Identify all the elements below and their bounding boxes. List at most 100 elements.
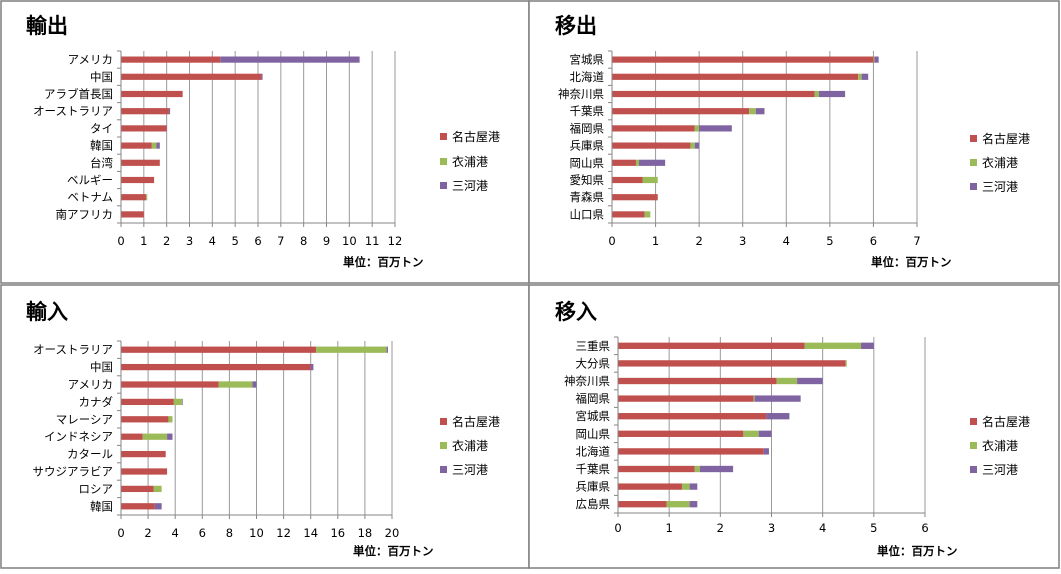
bar-segment-kinuura: [804, 342, 862, 349]
x-tick-label: 3: [186, 234, 193, 248]
x-tick-label: 0: [117, 234, 124, 248]
category-label: 北海道: [570, 70, 605, 84]
chart-panel-export: 輸出 アメリカ中国アラブ首長国オーストラリアタイ韓国台湾ベルギーベトナム南アフリ…: [26, 14, 500, 269]
bar-segment-mikawa: [797, 377, 823, 385]
x-tick-label: 1: [652, 234, 659, 248]
x-tick-label: 14: [303, 526, 318, 540]
bar-segment-nagoya: [618, 430, 744, 437]
x-tick-label: 4: [819, 521, 826, 535]
x-tick-label: 10: [249, 526, 264, 540]
category-label: アメリカ: [68, 378, 113, 392]
bar-segment-nagoya: [612, 108, 750, 115]
bar-segment-nagoya: [612, 211, 645, 218]
legend-swatch-nagoya: [970, 418, 977, 425]
bar-segment-mikawa: [252, 381, 257, 388]
chart-title: 輸入: [26, 300, 68, 324]
bar-segment-mikawa: [689, 483, 698, 490]
bar-segment-kinuura: [173, 398, 182, 406]
legend-swatch-kinuura: [440, 442, 447, 449]
x-tick-label: 4: [209, 234, 216, 248]
legend-label-nagoya: 名古屋港: [982, 131, 1030, 146]
bar-segment-nagoya: [121, 485, 154, 493]
legend-label-kinuura: 衣浦港: [452, 438, 488, 453]
bar-segment-kinuura: [873, 56, 875, 63]
x-tick-label: 12: [276, 526, 291, 540]
bar-segment-mikawa: [755, 108, 765, 115]
x-tick-label: 1: [666, 521, 673, 535]
bar-segment-kinuura: [814, 90, 819, 98]
bar-segment-nagoya: [121, 363, 311, 371]
bar-segment-kinuura: [753, 395, 755, 402]
x-tick-label: 11: [365, 234, 380, 248]
bar-segment-nagoya: [121, 398, 174, 406]
x-tick-label: 16: [330, 526, 345, 540]
bar-segment-kinuura: [776, 377, 798, 385]
x-tick-label: 9: [323, 234, 330, 248]
x-tick-label: 7: [277, 234, 284, 248]
bar-segment-nagoya: [121, 108, 169, 115]
bar-segment-nagoya: [618, 342, 805, 349]
panel-frame-export: [0, 0, 530, 284]
bar-segment-nagoya: [618, 448, 764, 455]
x-tick-label: 2: [144, 526, 151, 540]
category-label: 韓国: [90, 139, 113, 153]
x-tick-label: 6: [199, 526, 206, 540]
bar-segment-kinuura: [168, 416, 173, 423]
bar-segment-mikawa: [699, 465, 734, 473]
bar-segment-mikawa: [154, 503, 162, 510]
bar-segment-nagoya: [121, 159, 160, 166]
bar-segment-kinuura: [146, 194, 148, 201]
bar-segment-nagoya: [121, 433, 143, 440]
bar-segment-kinuura: [316, 346, 387, 353]
category-label: 北海道: [576, 444, 611, 458]
category-label: オーストラリア: [33, 104, 113, 118]
bar-segment-mikawa: [874, 56, 879, 63]
bar-segment-mikawa: [754, 395, 801, 402]
bar-segment-nagoya: [612, 159, 636, 166]
x-tick-label: 20: [385, 526, 400, 540]
x-tick-label: 4: [172, 526, 179, 540]
bar-segment-mikawa: [156, 142, 160, 149]
category-label: 宮城県: [576, 409, 611, 423]
bar-segment-nagoya: [618, 465, 695, 473]
bar-segment-kinuura: [749, 108, 756, 115]
x-tick-label: 7: [913, 234, 920, 248]
chart-title: 輸出: [26, 14, 68, 38]
x-tick-label: 5: [826, 234, 833, 248]
legend-swatch-kinuura: [440, 158, 447, 165]
x-tick-label: 3: [768, 521, 775, 535]
bar-segment-mikawa: [699, 125, 732, 132]
bar-segment-mikawa: [386, 346, 388, 353]
category-label: 青森県: [570, 190, 605, 204]
legend: 名古屋港 衣浦港 三河港: [970, 414, 1030, 477]
legend: 名古屋港 衣浦港 三河港: [440, 129, 500, 193]
bar-segment-nagoya: [612, 142, 691, 149]
category-label: 宮城県: [570, 53, 605, 67]
legend-swatch-mikawa: [970, 466, 977, 473]
bar-segment-nagoya: [121, 125, 167, 132]
legend-swatch-mikawa: [440, 182, 447, 189]
category-label: 岡山県: [570, 156, 605, 170]
panel-frame-import: [0, 284, 530, 569]
bar-segment-nagoya: [612, 176, 643, 184]
bar-segment-nagoya: [121, 416, 169, 423]
category-label: 福岡県: [570, 121, 605, 135]
bar-segment-nagoya: [121, 211, 144, 218]
legend-swatch-mikawa: [970, 183, 977, 190]
legend-label-mikawa: 三河港: [982, 463, 1018, 477]
legend-label-kinuura: 衣浦港: [452, 154, 488, 169]
category-label: 兵庫県: [570, 139, 605, 153]
bar-segment-nagoya: [121, 450, 166, 458]
x-tick-label: 5: [870, 521, 877, 535]
bar-segment-nagoya: [618, 360, 846, 367]
bar-segment-kinuura: [644, 211, 651, 218]
bar-segment-mikawa: [639, 159, 666, 166]
legend-label-kinuura: 衣浦港: [982, 155, 1018, 170]
bar-segment-kinuura: [666, 501, 690, 508]
legend-label-nagoya: 名古屋港: [982, 414, 1030, 429]
x-tick-label: 2: [717, 521, 724, 535]
bar-segment-kinuura: [694, 125, 700, 132]
category-label: 三重県: [576, 339, 611, 353]
